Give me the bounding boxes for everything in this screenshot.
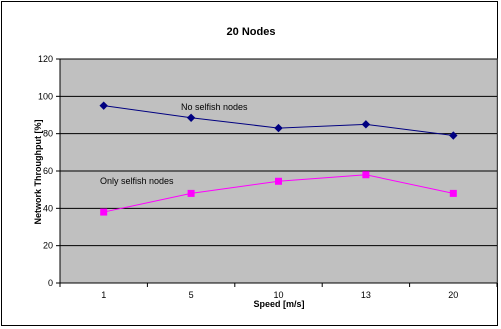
data-point-marker [100, 208, 108, 216]
y-tick-label: 40 [43, 203, 53, 213]
y-tick-label: 100 [38, 91, 53, 101]
tick-labels: 0 20 40 60 80 100 120 1 5 10 13 20 [38, 54, 458, 300]
data-point-marker [187, 189, 195, 197]
y-tick-label: 20 [43, 241, 53, 251]
x-tick-label: 10 [273, 290, 283, 300]
grid [60, 58, 497, 247]
data-point-marker [362, 171, 370, 179]
axes [56, 58, 498, 287]
data-point-marker [274, 123, 283, 133]
y-tick-label: 120 [38, 54, 53, 64]
series-annotation: No selfish nodes [181, 102, 248, 112]
x-tick-label: 13 [361, 290, 371, 300]
series [99, 101, 458, 216]
data-point-marker [361, 120, 371, 129]
data-point-marker [99, 101, 108, 110]
data-point-marker [449, 189, 457, 197]
y-tick-label: 0 [48, 278, 53, 288]
data-point-marker [449, 131, 458, 140]
y-axis-label: Network Throughput [%] [33, 120, 43, 225]
x-axis-label: Speed [m/s] [253, 299, 304, 309]
chart-title: 20 Nodes [227, 26, 276, 38]
x-tick-label: 20 [448, 290, 458, 300]
x-tick-label: 5 [189, 290, 194, 300]
y-tick-label: 60 [43, 166, 53, 176]
annotations: No selfish nodes Only selfish nodes [100, 102, 248, 186]
data-point-marker [275, 177, 282, 185]
y-tick-label: 80 [43, 129, 53, 139]
series-annotation: Only selfish nodes [100, 176, 174, 186]
data-point-marker [186, 113, 196, 123]
x-tick-label: 1 [101, 290, 106, 300]
